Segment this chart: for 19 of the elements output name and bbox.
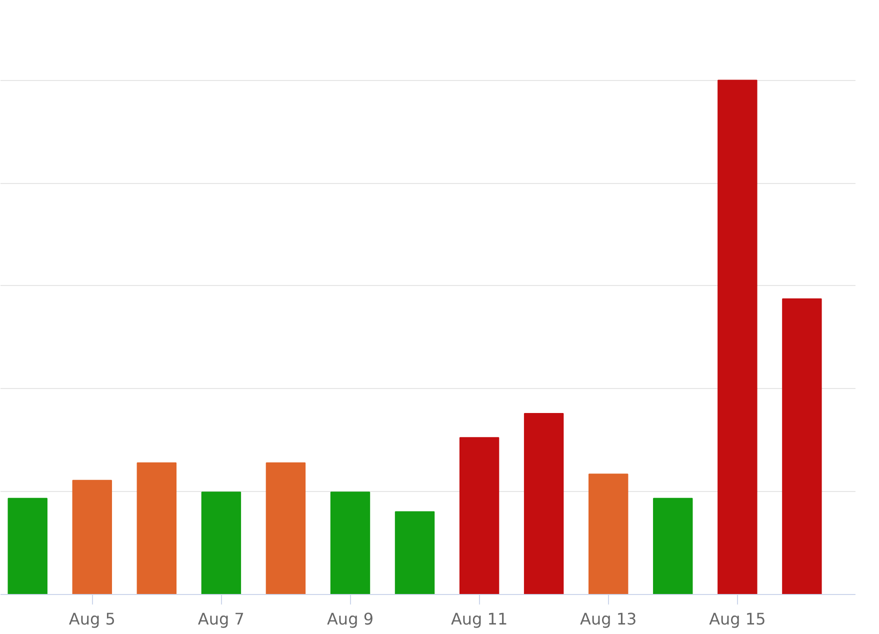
bar	[8, 498, 48, 594]
bar	[201, 492, 242, 594]
bar	[718, 80, 758, 594]
x-tick-label: Aug 5	[68, 610, 116, 628]
bar	[459, 437, 500, 594]
x-tick-label: Aug 11	[450, 610, 508, 628]
bar	[330, 492, 370, 594]
bar	[72, 480, 112, 594]
bar	[136, 462, 177, 594]
bar	[588, 474, 628, 594]
x-tick-label: Aug 13	[580, 610, 637, 628]
x-tick-label: Aug 7	[198, 610, 244, 628]
x-tick-label: Aug 9	[326, 610, 374, 628]
bar	[524, 412, 564, 594]
bar	[782, 298, 822, 594]
bar	[266, 462, 306, 594]
bar	[394, 511, 435, 594]
x-tick-label: Aug 15	[709, 610, 766, 628]
bar	[653, 498, 693, 594]
